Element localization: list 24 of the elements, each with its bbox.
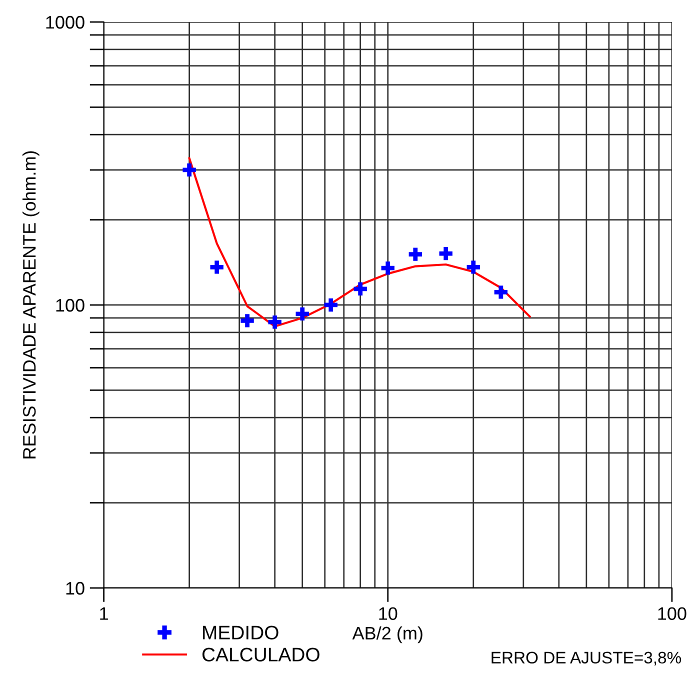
y-axis-title: RESISTIVIDADE APARENTE (ohm.m) — [22, 151, 40, 458]
point — [381, 262, 394, 275]
point — [324, 298, 338, 312]
legend-label: CALCULADO — [202, 648, 320, 662]
point — [354, 282, 367, 296]
point — [494, 286, 508, 299]
x-tick-label: 1 — [100, 607, 108, 620]
x-tick-label: 10 — [379, 607, 398, 620]
point — [296, 307, 309, 320]
point — [182, 163, 196, 177]
point — [268, 316, 282, 329]
legend-label: MEDIDO — [203, 626, 278, 640]
y-tick-label: 1000 — [46, 16, 84, 29]
point — [240, 314, 254, 328]
y-tick-label: 100 — [56, 298, 84, 312]
point — [466, 260, 480, 274]
x-tick-label: 100 — [658, 607, 686, 620]
point — [439, 246, 452, 260]
text: ERRO DE AJUSTE=3,8% — [492, 652, 682, 666]
point — [210, 260, 224, 274]
point — [408, 248, 422, 261]
line-series — [188, 157, 531, 328]
y-tick-label: 10 — [66, 582, 84, 595]
x-axis-title: AB/2 (m) — [352, 626, 422, 644]
